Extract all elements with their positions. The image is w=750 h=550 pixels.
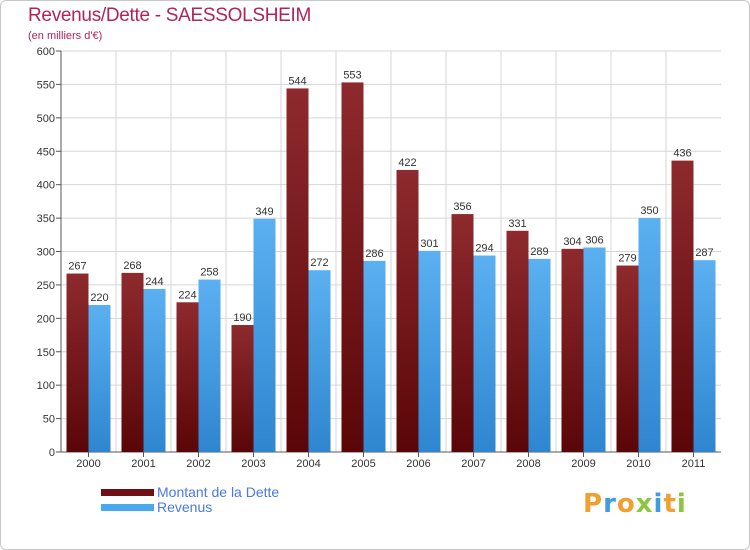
data-label: 279 — [618, 253, 636, 265]
bar-revenus — [583, 247, 606, 452]
x-tick-label: 2000 — [76, 458, 100, 470]
data-label: 220 — [90, 292, 108, 304]
data-label: 289 — [530, 246, 548, 258]
data-label: 224 — [178, 289, 196, 301]
bar-dette — [286, 88, 309, 452]
x-tick-label: 2002 — [186, 458, 210, 470]
x-tick-label: 2010 — [626, 458, 650, 470]
data-label: 304 — [563, 236, 581, 248]
y-tick-label: 550 — [37, 79, 55, 91]
data-label: 350 — [640, 205, 658, 217]
bar-revenus — [143, 288, 166, 452]
bar-dette — [671, 160, 694, 452]
chart-title: Revenus/Dette - SAESSOLSHEIM — [28, 5, 312, 26]
bar-revenus — [473, 255, 496, 452]
legend-label-debt: Montant de la Dette — [157, 484, 280, 500]
data-labels: 267 220 268 244 224 258 190 349 544 272 553 286 422 3… — [68, 69, 713, 324]
axes: 0 50 100 150 200 250 300 350 400 450 500 550 600 2000… — [37, 46, 721, 470]
proxiti-logo: Proxiti — [583, 489, 687, 519]
legend-swatch-debt — [101, 489, 154, 496]
bar-dette — [396, 169, 419, 453]
bar-dette — [561, 248, 584, 452]
data-label: 331 — [508, 218, 526, 230]
y-tick-label: 500 — [37, 113, 55, 125]
data-label: 244 — [145, 276, 163, 288]
bar-dette — [231, 325, 254, 452]
y-tick-label: 400 — [37, 180, 55, 192]
x-tick-label: 2006 — [406, 458, 430, 470]
bar-revenus — [638, 218, 661, 452]
bar-revenus — [418, 250, 441, 452]
bar-dette — [66, 273, 89, 452]
data-label: 258 — [200, 267, 218, 279]
data-label: 356 — [453, 201, 471, 213]
data-label: 272 — [310, 257, 328, 269]
logo-letter: t — [663, 489, 677, 519]
data-label: 544 — [288, 75, 306, 87]
data-label: 286 — [365, 248, 383, 260]
x-tick-label: 2003 — [241, 458, 265, 470]
bar-dette — [341, 82, 364, 452]
bar-revenus — [308, 270, 331, 452]
bar-revenus — [253, 218, 276, 452]
y-tick-label: 600 — [37, 46, 55, 58]
logo-letter: i — [653, 489, 664, 519]
y-tick-label: 450 — [37, 146, 55, 158]
data-label: 306 — [585, 234, 603, 246]
bar-revenus — [88, 304, 111, 452]
data-label: 287 — [695, 247, 713, 259]
y-tick-label: 0 — [49, 447, 55, 459]
y-tick-label: 300 — [37, 247, 55, 259]
bar-revenus — [198, 279, 221, 452]
data-label: 349 — [255, 206, 273, 218]
y-tick-label: 50 — [43, 414, 55, 426]
chart-subtitle: (en milliers d'€) — [28, 30, 103, 42]
legend-label-revenus: Revenus — [157, 499, 213, 515]
bar-revenus — [363, 260, 386, 452]
x-tick-label: 2001 — [131, 458, 155, 470]
bar-dette — [451, 214, 474, 452]
bar-revenus — [528, 258, 551, 452]
x-tick-label: 2008 — [516, 458, 540, 470]
bar-revenus — [693, 260, 716, 452]
x-tick-label: 2004 — [296, 458, 320, 470]
gridlines — [61, 50, 721, 452]
logo-letter: P — [583, 489, 604, 519]
data-label: 301 — [420, 238, 438, 250]
y-tick-label: 350 — [37, 213, 55, 225]
data-label: 294 — [475, 243, 493, 255]
logo-letter: x — [635, 489, 654, 519]
y-tick-label: 200 — [37, 313, 55, 325]
y-tick-label: 100 — [37, 380, 55, 392]
data-label: 422 — [398, 157, 416, 169]
y-tick-label: 250 — [37, 280, 55, 292]
logo-letter: o — [616, 489, 636, 519]
x-tick-label: 2007 — [461, 458, 485, 470]
logo-letter: r — [603, 489, 617, 519]
x-tick-label: 2011 — [682, 458, 706, 470]
bar-dette — [121, 272, 144, 452]
legend-swatch-revenus — [101, 504, 154, 511]
x-tick-label: 2005 — [351, 458, 375, 470]
bar-dette — [616, 265, 639, 452]
x-tick-label: 2009 — [571, 458, 595, 470]
data-label: 268 — [123, 260, 141, 272]
bar-dette — [506, 230, 529, 452]
y-tick-label: 150 — [37, 347, 55, 359]
logo-letter: i — [676, 489, 687, 519]
bar-dette — [176, 302, 199, 452]
data-label: 436 — [673, 148, 691, 160]
data-label: 267 — [68, 261, 86, 273]
bars — [66, 82, 716, 453]
data-label: 190 — [233, 312, 251, 324]
data-label: 553 — [343, 69, 361, 81]
